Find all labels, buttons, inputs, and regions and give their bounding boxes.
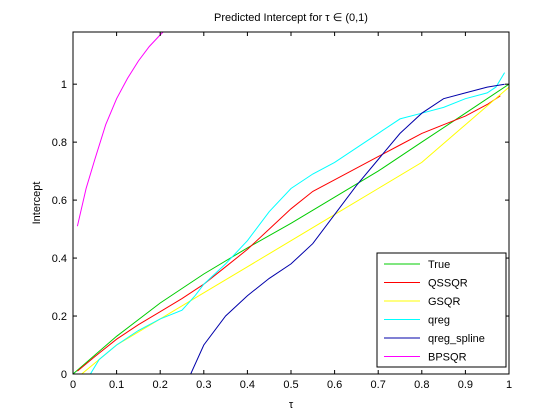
x-tick-label: 0.1	[109, 379, 124, 391]
x-tick-label: 0.4	[240, 379, 255, 391]
x-tick-label: 0.3	[196, 379, 211, 391]
legend: True QSSQR GSQR qreg qreg_spline BPSQR	[376, 252, 507, 368]
x-tick-label: 0	[70, 379, 76, 391]
y-tick-label: 0.6	[52, 195, 67, 207]
y-tick-label: 0.2	[52, 311, 67, 323]
legend-label-gsqr: GSQR	[428, 296, 460, 308]
y-tick-label: 0.8	[52, 137, 67, 149]
legend-label-qssqr: QSSQR	[428, 278, 468, 290]
series-line-qssqr	[77, 95, 501, 372]
legend-label-true: True	[428, 259, 450, 271]
y-tick-label: 0	[61, 369, 67, 381]
x-tick-label: 0.6	[327, 379, 342, 391]
x-tick-label: 0.2	[153, 379, 168, 391]
series-line-qreg-spline	[190, 83, 505, 374]
x-tick-label: 0.9	[458, 379, 473, 391]
x-tick-label: 0.5	[283, 379, 298, 391]
series-line-true	[73, 83, 509, 374]
chart-title: Predicted Intercept for τ ∈ (0,1)	[214, 12, 368, 24]
x-axis-label: τ	[289, 399, 294, 411]
legend-label-qreg-spline: qreg_spline	[428, 333, 485, 345]
y-axis-label: Intercept	[31, 182, 43, 225]
y-tick-label: 1	[61, 79, 67, 91]
legend-box	[376, 252, 507, 368]
legend-label-qreg: qreg	[428, 315, 450, 327]
x-tick-label: 0.8	[414, 379, 429, 391]
axis-ticks: 0 0.1 0.2 0.3 0.4 0.5 0.6 0.7 0.8 0.9 1 0 0.2 0.4 0.6 0…	[52, 32, 512, 391]
legend-label-bpsqr: BPSQR	[428, 352, 467, 364]
series-group	[73, 32, 509, 374]
series-line-gsqr	[81, 86, 509, 374]
x-tick-label: 1	[506, 379, 512, 391]
y-tick-label: 0.4	[52, 253, 67, 265]
series-line-bpsqr	[76, 32, 164, 227]
series-line-qreg	[89, 72, 506, 374]
x-tick-label: 0.7	[371, 379, 386, 391]
